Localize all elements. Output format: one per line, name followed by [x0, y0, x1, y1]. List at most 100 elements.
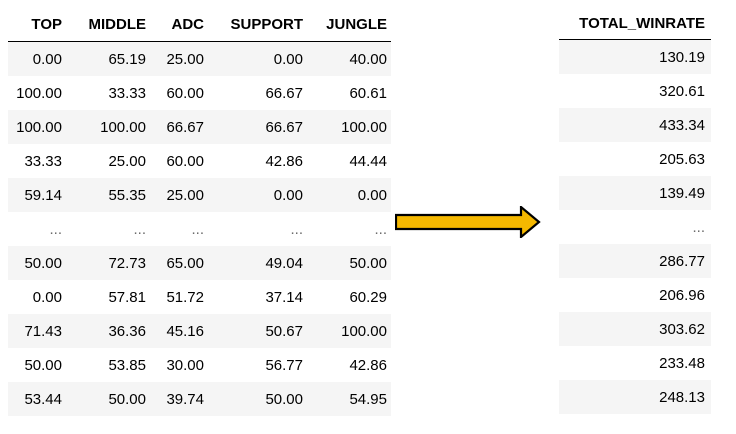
table-cell: 0.00: [208, 178, 307, 212]
table-cell: 100.00: [307, 110, 391, 144]
table-cell: 54.95: [307, 382, 391, 416]
table-cell: 51.72: [150, 280, 208, 314]
table-row: 205.63: [559, 142, 711, 176]
table-cell: 53.44: [8, 382, 66, 416]
table-cell: 286.77: [559, 244, 711, 278]
table-cell: 25.00: [150, 178, 208, 212]
table-row: 50.00 72.73 65.00 49.04 50.00: [8, 246, 391, 280]
right-table-header-row: TOTAL_WINRATE: [559, 8, 711, 40]
table-row: 33.33 25.00 60.00 42.86 44.44: [8, 144, 391, 178]
table-cell: 59.14: [8, 178, 66, 212]
arrow-shape: [395, 206, 541, 238]
column-header-adc: ADC: [150, 8, 208, 42]
table-cell: 66.67: [208, 110, 307, 144]
table-row: 286.77: [559, 244, 711, 278]
table-row: 233.48: [559, 346, 711, 380]
table-cell: 0.00: [8, 280, 66, 314]
left-table-body: 0.00 65.19 25.00 0.00 40.00 100.00 33.33 60.00 6…: [8, 41, 391, 416]
table-cell: 25.00: [66, 144, 150, 178]
table-cell: ...: [66, 212, 150, 246]
column-header-top: TOP: [8, 8, 66, 42]
table-cell: 40.00: [307, 41, 391, 76]
table-cell: 39.74: [150, 382, 208, 416]
table-cell: 30.00: [150, 348, 208, 382]
table-cell: 206.96: [559, 278, 711, 312]
table-cell: ...: [150, 212, 208, 246]
table-cell: 320.61: [559, 74, 711, 108]
table-cell: 55.35: [66, 178, 150, 212]
table-cell: 100.00: [307, 314, 391, 348]
left-dataframe-table: TOP MIDDLE ADC SUPPORT JUNGLE 0.00 65.19 2…: [8, 8, 391, 416]
column-header-jungle: JUNGLE: [307, 8, 391, 42]
table-cell: 45.16: [150, 314, 208, 348]
table-cell: 57.81: [66, 280, 150, 314]
table-cell: 56.77: [208, 348, 307, 382]
table-row: 50.00 53.85 30.00 56.77 42.86: [8, 348, 391, 382]
table-cell: 33.33: [8, 144, 66, 178]
column-header-total-winrate: TOTAL_WINRATE: [559, 8, 711, 40]
table-cell: 60.61: [307, 76, 391, 110]
table-row: 206.96: [559, 278, 711, 312]
table-cell: 49.04: [208, 246, 307, 280]
column-header-support: SUPPORT: [208, 8, 307, 42]
table-cell: 139.49: [559, 176, 711, 210]
table-cell: 303.62: [559, 312, 711, 346]
table-row: ...: [559, 210, 711, 244]
table-cell: 65.00: [150, 246, 208, 280]
table-cell: 42.86: [307, 348, 391, 382]
table-cell: 248.13: [559, 380, 711, 414]
table-row: ...............: [8, 212, 391, 246]
table-cell: 233.48: [559, 346, 711, 380]
table-cell: 100.00: [66, 110, 150, 144]
table-row: 0.00 65.19 25.00 0.00 40.00: [8, 41, 391, 76]
table-row: 100.00 100.00 66.67 66.67 100.00: [8, 110, 391, 144]
table-cell: 66.67: [208, 76, 307, 110]
table-row: 248.13: [559, 380, 711, 414]
table-row: 100.00 33.33 60.00 66.67 60.61: [8, 76, 391, 110]
table-cell: 433.34: [559, 108, 711, 142]
right-table-body: 130.19 320.61 433.34 205.63 139.49... 286.77 2…: [559, 39, 711, 414]
table-cell: ...: [307, 212, 391, 246]
table-cell: 37.14: [208, 280, 307, 314]
table-cell: 130.19: [559, 39, 711, 74]
table-cell: 65.19: [66, 41, 150, 76]
table-cell: 60.29: [307, 280, 391, 314]
table-cell: 71.43: [8, 314, 66, 348]
table-cell: 100.00: [8, 76, 66, 110]
table-row: 53.44 50.00 39.74 50.00 54.95: [8, 382, 391, 416]
table-row: 139.49: [559, 176, 711, 210]
table-cell: 53.85: [66, 348, 150, 382]
table-cell: 50.00: [8, 348, 66, 382]
table-cell: 66.67: [150, 110, 208, 144]
table-cell: 50.67: [208, 314, 307, 348]
table-cell: ...: [559, 210, 711, 244]
table-cell: 205.63: [559, 142, 711, 176]
table-cell: 50.00: [8, 246, 66, 280]
table-cell: 33.33: [66, 76, 150, 110]
table-cell: 50.00: [66, 382, 150, 416]
table-cell: 44.44: [307, 144, 391, 178]
table-cell: 25.00: [150, 41, 208, 76]
right-dataframe-table: TOTAL_WINRATE 130.19 320.61 433.34 205.63 13…: [559, 8, 711, 414]
right-arrow-icon: [395, 206, 541, 238]
left-table-header-row: TOP MIDDLE ADC SUPPORT JUNGLE: [8, 8, 391, 42]
table-row: 320.61: [559, 74, 711, 108]
table-cell: 42.86: [208, 144, 307, 178]
table-cell: 60.00: [150, 144, 208, 178]
table-row: 433.34: [559, 108, 711, 142]
table-row: 59.14 55.35 25.00 0.00 0.00: [8, 178, 391, 212]
table-cell: ...: [208, 212, 307, 246]
table-row: 130.19: [559, 39, 711, 74]
table-row: 71.43 36.36 45.16 50.67 100.00: [8, 314, 391, 348]
table-row: 303.62: [559, 312, 711, 346]
table-cell: 50.00: [208, 382, 307, 416]
table-cell: 60.00: [150, 76, 208, 110]
table-row: 0.00 57.81 51.72 37.14 60.29: [8, 280, 391, 314]
table-cell: 72.73: [66, 246, 150, 280]
table-cell: 0.00: [307, 178, 391, 212]
table-cell: 0.00: [8, 41, 66, 76]
column-header-middle: MIDDLE: [66, 8, 150, 42]
table-cell: 36.36: [66, 314, 150, 348]
table-cell: ...: [8, 212, 66, 246]
table-cell: 0.00: [208, 41, 307, 76]
